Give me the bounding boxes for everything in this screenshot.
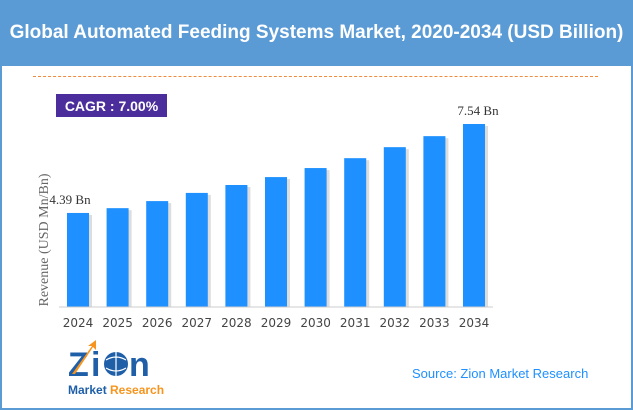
x-tick-label: 2029 xyxy=(261,316,292,330)
zion-logo: Z i n Market Research xyxy=(68,340,164,397)
bar-2027 xyxy=(185,192,208,307)
dashed-divider xyxy=(33,76,598,77)
cagr-badge: CAGR : 7.00% xyxy=(56,94,167,117)
x-tick-label: 2025 xyxy=(102,316,133,330)
x-tick-label: 2032 xyxy=(380,316,411,330)
bar-2029 xyxy=(265,177,287,307)
chart-title: Global Automated Feeding Systems Market,… xyxy=(0,0,633,66)
y-axis-label: Revenue (USD Mn/Bn) xyxy=(37,173,52,306)
svg-text:i: i xyxy=(91,346,100,384)
svg-text:Z: Z xyxy=(68,346,89,384)
svg-text:n: n xyxy=(129,346,150,384)
x-tick-label: 2031 xyxy=(340,316,371,330)
x-tick-label: 2030 xyxy=(300,316,331,330)
bar-2032 xyxy=(383,147,406,307)
bar-2028 xyxy=(225,185,248,307)
x-tick-label: 2034 xyxy=(459,316,490,330)
source-text: Source: Zion Market Research xyxy=(412,366,589,381)
bar-2024 xyxy=(67,212,89,307)
data-label: 7.54 Bn xyxy=(457,103,499,118)
bar-2026 xyxy=(146,201,169,307)
x-tick-label: 2033 xyxy=(419,316,450,330)
bar-2025 xyxy=(106,208,129,307)
svg-text:Market: Market xyxy=(68,383,107,397)
svg-text:Research: Research xyxy=(110,383,164,397)
x-tick-label: 2024 xyxy=(63,316,94,330)
x-tick-label: 2027 xyxy=(182,316,213,330)
bar-2030 xyxy=(304,168,327,307)
data-label: 4.39 Bn xyxy=(49,192,91,207)
bar-2031 xyxy=(344,158,367,307)
x-tick-label: 2028 xyxy=(221,316,252,330)
bar-2033 xyxy=(423,136,446,307)
x-tick-label: 2026 xyxy=(142,316,173,330)
bar-2034 xyxy=(463,124,485,307)
